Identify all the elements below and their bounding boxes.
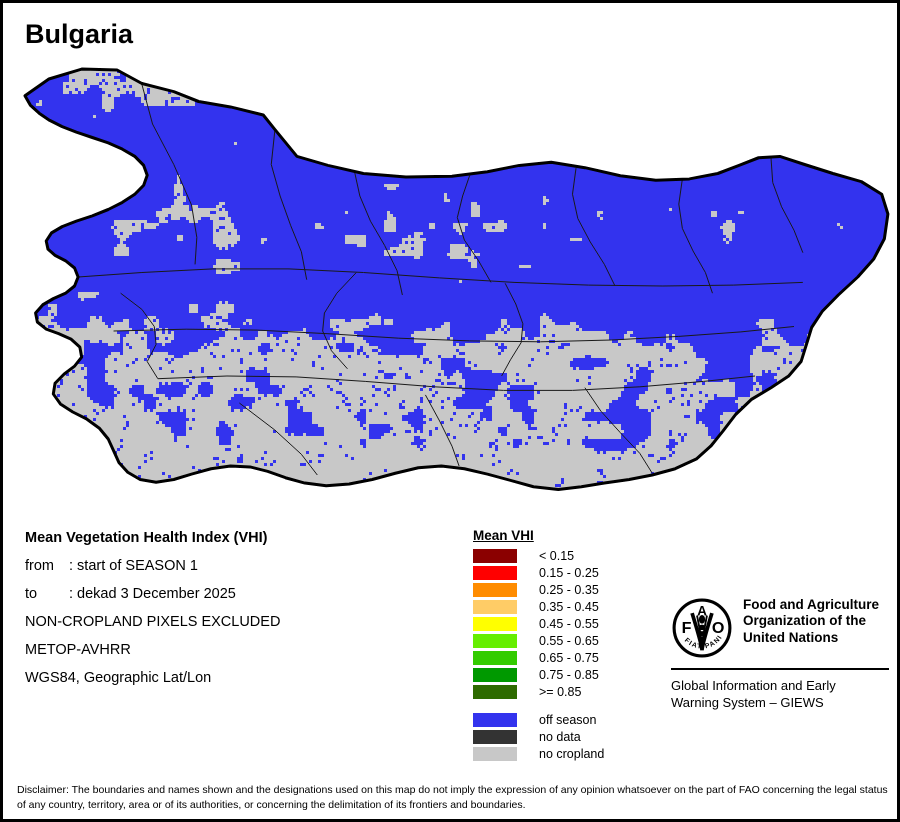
legend-special-list: off season no data no cropland: [473, 712, 663, 762]
legend-label-special-1: no data: [539, 730, 581, 744]
legend-swatch-class-6: [473, 651, 517, 665]
disclaimer-text: Disclaimer: The boundaries and names sho…: [17, 784, 888, 811]
legend-label-special-2: no cropland: [539, 747, 605, 761]
info-from-value: : start of SEASON 1: [69, 558, 198, 574]
info-to-label: to: [25, 586, 38, 602]
legend-label-class-7: 0.75 - 0.85: [539, 668, 599, 682]
svg-text:F: F: [682, 619, 692, 637]
legend-label-special-0: off season: [539, 713, 597, 727]
legend-label-class-0: < 0.15: [539, 549, 575, 563]
legend-row: 0.45 - 0.55: [473, 616, 663, 632]
fao-subtitle: Global Information and Early Warning Sys…: [671, 678, 889, 712]
fao-name-line2: Organization of the: [743, 613, 866, 629]
legend-label-class-4: 0.45 - 0.55: [539, 617, 599, 631]
fao-branding: F O A FIAT PANIS Food and Agriculture Or…: [668, 592, 889, 712]
legend-row: < 0.15: [473, 548, 663, 564]
legend-swatch-class-7: [473, 668, 517, 682]
vhi-raster-map[interactable]: [9, 61, 895, 511]
map-legend: Mean VHI < 0.15 0.15 - 0.25 0.25 - 0.35 0.3…: [473, 527, 663, 763]
fao-logo-icon: F O A FIAT PANIS: [668, 592, 733, 659]
fao-name: Food and Agriculture Organization of the…: [743, 597, 879, 646]
legend-label-class-1: 0.15 - 0.25: [539, 566, 599, 580]
info-note: NON-CROPLAND PIXELS EXCLUDED: [25, 614, 281, 630]
fao-sub-line1: Global Information and Early: [671, 678, 836, 693]
legend-class-list: < 0.15 0.15 - 0.25 0.25 - 0.35 0.35 - 0.45 0…: [473, 548, 663, 700]
legend-label-class-8: >= 0.85: [539, 685, 582, 699]
legend-label-class-5: 0.55 - 0.65: [539, 634, 599, 648]
info-title: Mean Vegetation Health Index (VHI): [25, 530, 268, 546]
legend-swatch-special-1: [473, 730, 517, 744]
legend-row: 0.75 - 0.85: [473, 667, 663, 683]
legend-row: no cropland: [473, 746, 663, 762]
svg-text:A: A: [697, 604, 707, 619]
map-viewport[interactable]: [9, 61, 895, 511]
legend-row: 0.55 - 0.65: [473, 633, 663, 649]
legend-swatch-class-1: [473, 566, 517, 580]
legend-row: 0.35 - 0.45: [473, 599, 663, 615]
legend-row: >= 0.85: [473, 684, 663, 700]
fao-sub-line2: Warning System – GIEWS: [671, 694, 824, 710]
fao-header: F O A FIAT PANIS Food and Agriculture Or…: [668, 592, 889, 659]
legend-swatch-special-2: [473, 747, 517, 761]
legend-label-class-2: 0.25 - 0.35: [539, 583, 599, 597]
legend-swatch-special-0: [473, 713, 517, 727]
map-info-block: Mean Vegetation Health Index (VHI) from:…: [25, 530, 445, 698]
svg-text:O: O: [712, 619, 725, 637]
info-projection: WGS84, Geographic Lat/Lon: [25, 670, 212, 686]
legend-swatch-class-8: [473, 685, 517, 699]
legend-row: off season: [473, 712, 663, 728]
legend-title: Mean VHI: [473, 528, 534, 543]
legend-swatch-class-2: [473, 583, 517, 597]
page-title: Bulgaria: [25, 19, 134, 49]
legend-row: no data: [473, 729, 663, 745]
legend-label-class-6: 0.65 - 0.75: [539, 651, 599, 665]
info-from-row: from : start of SEASON 1: [25, 558, 445, 574]
info-sensor: METOP-AVHRR: [25, 642, 131, 658]
legend-swatch-class-3: [473, 600, 517, 614]
fao-divider: [671, 668, 889, 670]
fao-name-line3: United Nations: [743, 629, 839, 645]
legend-swatch-class-0: [473, 549, 517, 563]
legend-swatch-class-5: [473, 634, 517, 648]
legend-row: 0.15 - 0.25: [473, 565, 663, 581]
info-to-value: : dekad 3 December 2025: [69, 586, 236, 602]
legend-label-class-3: 0.35 - 0.45: [539, 600, 599, 614]
info-from-label: from: [25, 558, 54, 574]
fao-name-line1: Food and Agriculture: [743, 597, 879, 612]
legend-row: 0.25 - 0.35: [473, 582, 663, 598]
legend-row: 0.65 - 0.75: [473, 650, 663, 666]
legend-swatch-class-4: [473, 617, 517, 631]
info-to-row: to : dekad 3 December 2025: [25, 586, 445, 602]
legend-spacer: [473, 701, 663, 712]
